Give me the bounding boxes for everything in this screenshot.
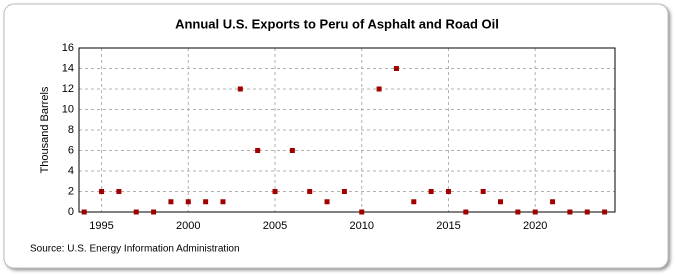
point <box>532 209 538 215</box>
point <box>116 189 122 194</box>
y-axis-label: Thousand Barrels <box>39 86 51 173</box>
point <box>289 148 295 153</box>
y-tick-label: 2 <box>68 185 74 197</box>
point <box>151 209 157 215</box>
point <box>515 209 521 215</box>
y-tick-label: 8 <box>68 124 74 136</box>
point <box>324 199 330 205</box>
point <box>428 189 434 194</box>
point <box>393 66 399 71</box>
x-tick-label: 2010 <box>350 220 374 232</box>
point <box>498 199 504 205</box>
point <box>168 199 174 205</box>
y-tick-label: 14 <box>62 62 74 74</box>
point <box>480 189 486 194</box>
point <box>602 209 608 215</box>
chart-title: Annual U.S. Exports to Peru of Asphalt a… <box>175 16 499 31</box>
point <box>411 199 417 205</box>
plot-area <box>78 47 616 213</box>
point <box>307 189 313 194</box>
y-tick-label: 12 <box>62 83 74 95</box>
y-tick-label: 10 <box>62 103 74 115</box>
point <box>359 209 365 215</box>
y-tick-label: 16 <box>62 42 74 54</box>
point <box>203 199 209 205</box>
point <box>99 189 105 194</box>
x-tick-label: 2000 <box>176 220 200 232</box>
x-tick-label: 2020 <box>523 220 547 232</box>
point <box>341 189 347 194</box>
point <box>81 209 87 215</box>
source-note: Source: U.S. Energy Information Administ… <box>30 244 240 255</box>
x-tick-label: 1995 <box>89 220 113 232</box>
point <box>445 189 451 194</box>
point <box>550 199 556 205</box>
point <box>272 189 278 194</box>
point <box>185 199 191 205</box>
x-tick-label: 2015 <box>436 220 460 232</box>
y-tick-label: 6 <box>68 144 74 156</box>
x-tick-label: 2005 <box>263 220 287 232</box>
point <box>567 209 573 215</box>
point <box>376 86 382 92</box>
y-tick-label: 0 <box>68 206 74 218</box>
point <box>237 86 243 92</box>
point <box>133 209 139 215</box>
y-tick-label: 4 <box>68 165 74 177</box>
point <box>220 199 226 205</box>
point <box>255 148 261 153</box>
point <box>584 209 590 215</box>
point <box>463 209 469 215</box>
